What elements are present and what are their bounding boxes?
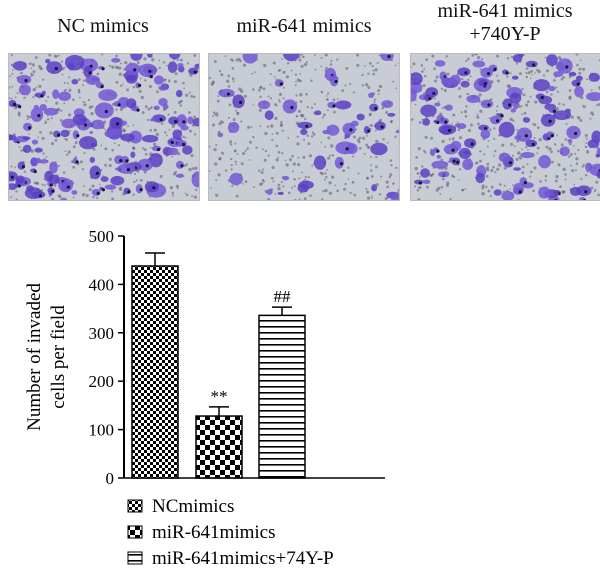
- micrograph-nc-mimics: [8, 53, 200, 201]
- legend-label: miR-641mimics: [152, 522, 276, 543]
- y-tick-label: 500: [89, 227, 115, 246]
- bar-3: [258, 314, 306, 479]
- bar-1: [131, 265, 179, 479]
- panel-title-mir641-740yp: miR-641 mimics +740Y-P: [410, 0, 600, 46]
- panel-title-line1: miR-641 mimics: [236, 15, 372, 37]
- panel-title-mir641-mimics: miR-641 mimics: [208, 15, 400, 38]
- micrograph-mir641-740yp: [410, 53, 600, 201]
- significance-label: **: [211, 387, 228, 406]
- legend-label: miR-641mimics+74Y-P: [152, 548, 334, 569]
- panel-title-line1: NC mimics: [57, 15, 149, 37]
- y-tick-label: 200: [89, 372, 115, 391]
- y-tick-label: 0: [106, 469, 115, 488]
- y-tick-label: 300: [89, 324, 115, 343]
- micrograph-mir641-mimics: [208, 53, 400, 201]
- y-tick-label: 400: [89, 275, 115, 294]
- panel-title-line1: miR-641 mimics: [437, 0, 573, 22]
- panel-title-nc-mimics: NC mimics: [8, 15, 198, 38]
- bar-2: [195, 415, 243, 479]
- legend-swatch: [127, 551, 143, 565]
- invasion-bar-chart: 0 100 200 300 400 500 Number of invaded cells p…: [24, 227, 385, 569]
- y-axis-label: Number of invaded cells per field: [24, 283, 69, 431]
- significance-label: ##: [274, 287, 292, 306]
- legend-swatch: [127, 499, 143, 513]
- y-tick-label: 100: [89, 421, 115, 440]
- legend-label: NCmimics: [152, 496, 234, 517]
- panel-title-line2: +740Y-P: [469, 23, 541, 45]
- legend-swatch: [127, 525, 143, 539]
